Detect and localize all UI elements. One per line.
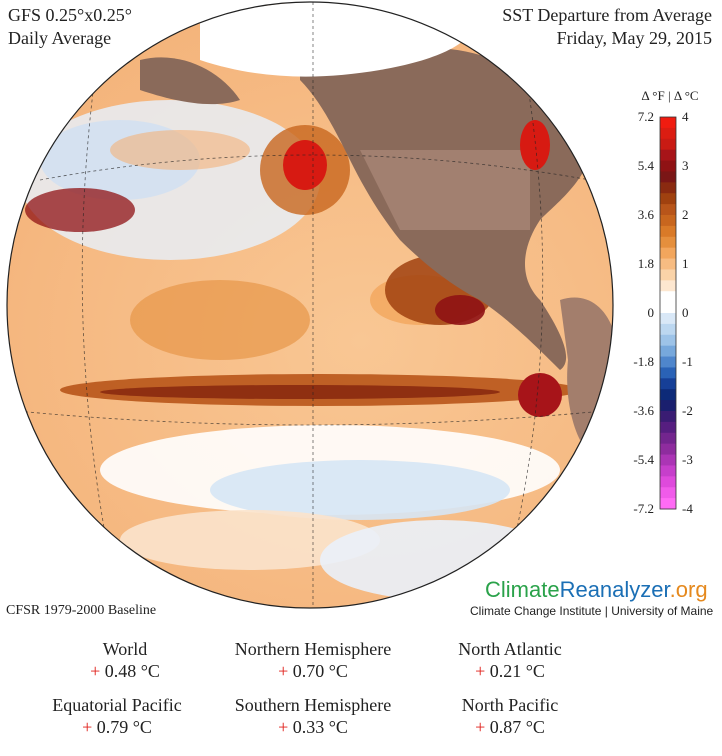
- legend-tick-f: 7.2: [637, 109, 654, 124]
- legend-color-step: [660, 421, 676, 434]
- legend-color-step: [660, 323, 676, 336]
- stat-label: North Pacific: [461, 695, 559, 715]
- legend-tick-c: -4: [682, 501, 693, 516]
- sst-field: [7, 2, 613, 608]
- legend-color-step: [660, 498, 676, 510]
- stat-label: North Atlantic: [458, 639, 562, 659]
- legend-color-step: [660, 171, 676, 183]
- stat-label: Equatorial Pacific: [52, 695, 182, 715]
- legend-tick-f: 0: [647, 305, 655, 320]
- stat-north-atlantic: North Atlantic + 0.21 °C: [405, 638, 615, 682]
- legend-color-step: [660, 225, 676, 238]
- brand-part3: .org: [669, 577, 708, 602]
- legend-tick-c: -3: [682, 452, 693, 467]
- legend-tick-f: -3.6: [633, 403, 654, 418]
- stat-label: World: [102, 639, 148, 659]
- stat-north-pacific: North Pacific + 0.87 °C: [405, 694, 615, 738]
- legend-tick-c: -2: [682, 403, 693, 418]
- legend-color-step: [660, 356, 676, 368]
- stat-world: World + 0.48 °C: [20, 638, 230, 682]
- header-right: SST Departure from Average Friday, May 2…: [502, 4, 712, 50]
- stat-sign: +: [278, 717, 289, 737]
- legend-color-step: [660, 236, 676, 249]
- stat-northern-hemisphere: Northern Hemisphere + 0.70 °C: [208, 638, 418, 682]
- legend-color-step: [660, 334, 676, 347]
- legend-tick-c: 4: [682, 109, 689, 124]
- stat-value: 0.21 °C: [489, 661, 545, 681]
- legend-color-step: [660, 378, 676, 390]
- legend-color-step: [660, 117, 676, 129]
- legend-colorbar: [659, 116, 677, 510]
- legend-color-step: [660, 247, 676, 260]
- legend-tick-c: 0: [682, 305, 689, 320]
- legend-color-step: [660, 487, 676, 499]
- legend-tick-c: 3: [682, 158, 689, 173]
- stat-sign: +: [90, 661, 101, 681]
- legend-color-step: [660, 182, 676, 194]
- model-label: GFS 0.25°x0.25°: [8, 5, 132, 25]
- legend-color-step: [660, 345, 676, 358]
- baseline-label: CFSR 1979-2000 Baseline: [6, 603, 157, 618]
- legend-color-step: [660, 204, 676, 216]
- legend-tick-c: 1: [682, 256, 689, 271]
- legend-tick-f: -1.8: [633, 354, 654, 369]
- legend-color-step: [660, 313, 676, 325]
- stat-sign: +: [475, 717, 486, 737]
- legend-tick-f: -7.2: [633, 501, 654, 516]
- stat-value: 0.87 °C: [489, 717, 545, 737]
- legend-tick-f: 1.8: [637, 256, 654, 271]
- stat-value: 0.48 °C: [104, 661, 160, 681]
- variable-title: SST Departure from Average: [502, 5, 712, 25]
- stat-equatorial-pacific: Equatorial Pacific + 0.79 °C: [12, 694, 222, 738]
- stat-label: Northern Hemisphere: [234, 639, 392, 659]
- legend-tick-c: -1: [682, 354, 693, 369]
- stat-sign: +: [82, 717, 93, 737]
- legend-border: [659, 116, 677, 510]
- legend-color-step: [660, 389, 676, 401]
- stat-value: 0.79 °C: [96, 717, 152, 737]
- brand-subtitle: Climate Change Institute | University of…: [470, 604, 714, 618]
- stat-southern-hemisphere: Southern Hemisphere + 0.33 °C: [208, 694, 418, 738]
- legend-tick-f: -5.4: [633, 452, 654, 467]
- legend-color-step: [660, 193, 676, 205]
- stat-sign: +: [278, 661, 289, 681]
- brand-logo[interactable]: ClimateReanalyzer.org: [485, 577, 708, 603]
- legend-color-step: [660, 258, 676, 270]
- legend-tick-c: 2: [682, 207, 689, 222]
- legend-color-step: [660, 280, 676, 292]
- legend-color-step: [660, 215, 676, 227]
- legend-tick-f: 5.4: [637, 158, 654, 173]
- legend-color-step: [660, 160, 676, 172]
- period-label: Daily Average: [8, 28, 112, 48]
- stat-label: Southern Hemisphere: [234, 695, 392, 715]
- legend-units-label: Δ °F | Δ °C: [641, 88, 699, 103]
- legend-color-step: [660, 465, 676, 477]
- stat-value: 0.33 °C: [292, 717, 348, 737]
- legend-color-step: [660, 149, 676, 162]
- stat-sign: +: [475, 661, 486, 681]
- legend-color-step: [660, 302, 676, 314]
- legend-color-step: [660, 269, 676, 281]
- legend-color-step: [660, 127, 676, 140]
- legend-color-step: [660, 400, 676, 412]
- brand-part2: Reanalyzer: [559, 577, 670, 602]
- legend-color-step: [660, 454, 676, 466]
- legend-color-step: [660, 138, 676, 151]
- legend-color-step: [660, 367, 676, 379]
- legend-color-step: [660, 476, 676, 488]
- globe-outline: [6, 1, 614, 609]
- legend-color-step: [660, 432, 676, 445]
- header-left: GFS 0.25°x0.25° Daily Average: [8, 4, 132, 50]
- brand-part1: Climate: [485, 577, 560, 602]
- date-label: Friday, May 29, 2015: [556, 28, 712, 48]
- legend-color-step: [660, 443, 676, 456]
- legend-color-step: [660, 291, 676, 303]
- stat-value: 0.70 °C: [292, 661, 348, 681]
- legend-tick-f: 3.6: [637, 207, 654, 222]
- legend-color-step: [660, 411, 676, 423]
